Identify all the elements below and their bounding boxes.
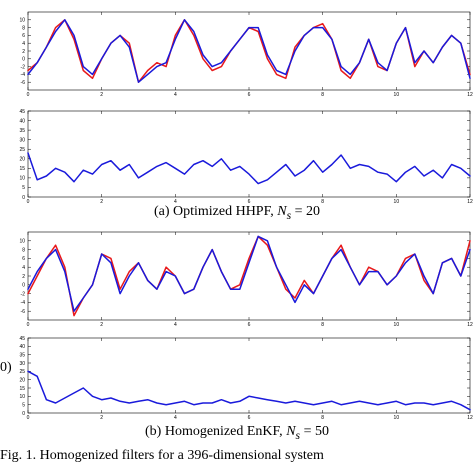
left-edge-label: 0)	[0, 360, 12, 375]
y-tick-label: 0	[22, 57, 25, 63]
y-tick-label: 45	[19, 336, 25, 342]
x-tick-label: 2	[100, 199, 103, 205]
y-tick-label: 4	[22, 265, 25, 271]
x-tick-label: 6	[248, 92, 251, 98]
y-tick-label: 45	[19, 109, 25, 115]
y-tick-label: 10	[19, 239, 25, 245]
y-tick-label: 35	[19, 352, 25, 358]
y-tick-label: 6	[22, 33, 25, 39]
x-tick-label: 8	[321, 199, 324, 205]
x-tick-label: 4	[174, 415, 177, 421]
x-tick-label: 8	[321, 92, 324, 98]
chart-panel-2: 0 2 4 6 8 10 12 0 5 10 15 20 25 30 35 40 45	[19, 109, 473, 205]
y-tick-label: 2	[22, 274, 25, 280]
caption-a-sub: s	[286, 208, 292, 222]
caption-a-prefix: (a)	[153, 204, 170, 219]
series-line-1	[27, 370, 471, 411]
x-tick-label: 8	[321, 415, 324, 421]
y-tick-label: 4	[22, 41, 25, 47]
chart-panel-4: 0 2 4 6 8 10 12 0 5 10 15 20 25 30 35 40 45	[19, 336, 473, 421]
x-tick-label: 0	[27, 92, 30, 98]
x-tick-label: 12	[467, 322, 473, 328]
y-tick-label: 0	[22, 283, 25, 289]
x-tick-label: 10	[394, 415, 400, 421]
y-tick-label: 30	[19, 137, 25, 143]
x-tick-label: 0	[27, 322, 30, 328]
y-tick-label: 10	[19, 176, 25, 182]
figure-caption: Fig. 1. Homogenized filters for a 396-di…	[0, 448, 324, 463]
y-tick-label: 10	[19, 18, 25, 24]
x-tick-label: 10	[394, 92, 400, 98]
x-tick-label: 4	[174, 199, 177, 205]
x-tick-label: 0	[27, 415, 30, 421]
caption-b: (b) Homogenized EnKF, Ns = 50	[0, 424, 474, 442]
series-line-2	[27, 235, 471, 312]
x-tick-label: 2	[100, 415, 103, 421]
y-tick-label: 5	[22, 402, 25, 408]
x-tick-label: 10	[394, 199, 400, 205]
y-tick-label: 8	[22, 25, 25, 31]
y-tick-label: 20	[19, 157, 25, 163]
x-tick-label: 12	[467, 415, 473, 421]
caption-b-text: Homogenized EnKF,	[164, 424, 283, 439]
y-tick-label: 6	[22, 256, 25, 262]
y-tick-label: 40	[19, 118, 25, 124]
series-line-1	[27, 235, 471, 317]
plot-frame	[27, 231, 471, 321]
y-tick-label: 30	[19, 361, 25, 367]
plot-frame	[27, 110, 471, 198]
x-tick-label: 12	[467, 199, 473, 205]
x-tick-label: 2	[100, 92, 103, 98]
x-tick-label: 0	[27, 199, 30, 205]
x-tick-label: 6	[248, 415, 251, 421]
caption-b-prefix: (b)	[145, 424, 162, 439]
x-tick-label: 12	[467, 92, 473, 98]
y-tick-label: 35	[19, 128, 25, 134]
y-tick-label: -6	[21, 309, 26, 315]
x-tick-label: 8	[321, 322, 324, 328]
x-tick-label: 10	[394, 322, 400, 328]
y-tick-label: -4	[21, 72, 26, 78]
y-tick-label: 5	[22, 185, 25, 191]
series-line-1	[27, 19, 471, 83]
y-tick-label: 25	[19, 369, 25, 375]
x-tick-label: 4	[174, 322, 177, 328]
y-tick-label: -6	[21, 80, 26, 86]
x-tick-label: 2	[100, 322, 103, 328]
caption-b-sub: s	[295, 428, 301, 442]
y-tick-label: -2	[21, 291, 26, 297]
caption-a-text: Optimized HHPF,	[172, 204, 274, 219]
caption-b-var: N	[286, 424, 296, 439]
y-tick-label: 0	[22, 195, 25, 201]
caption-a-eq: = 20	[294, 204, 321, 219]
y-tick-label: 2	[22, 49, 25, 55]
y-tick-label: 15	[19, 386, 25, 392]
x-tick-label: 6	[248, 199, 251, 205]
x-tick-label: 6	[248, 322, 251, 328]
x-tick-label: 4	[174, 92, 177, 98]
y-tick-label: 40	[19, 344, 25, 350]
caption-a: (a) Optimized HHPF, Ns = 20	[0, 204, 474, 222]
caption-b-eq: = 50	[303, 424, 329, 439]
y-tick-label: 15	[19, 166, 25, 172]
y-tick-label: 10	[19, 394, 25, 400]
y-tick-label: 0	[22, 411, 25, 417]
y-tick-label: 20	[19, 377, 25, 383]
series-line-2	[27, 19, 471, 83]
y-tick-label: 25	[19, 147, 25, 153]
plot-frame	[27, 337, 471, 414]
caption-a-var: N	[277, 204, 287, 219]
chart-panel-3: 0 2 4 6 8 10 12 -6 -4 -2 0 2 4 6 8 10	[19, 231, 473, 328]
y-tick-label: -2	[21, 64, 26, 70]
y-tick-label: 8	[22, 247, 25, 253]
series-line-1	[27, 152, 471, 185]
y-tick-label: -4	[21, 300, 26, 306]
plot-frame	[27, 11, 471, 91]
